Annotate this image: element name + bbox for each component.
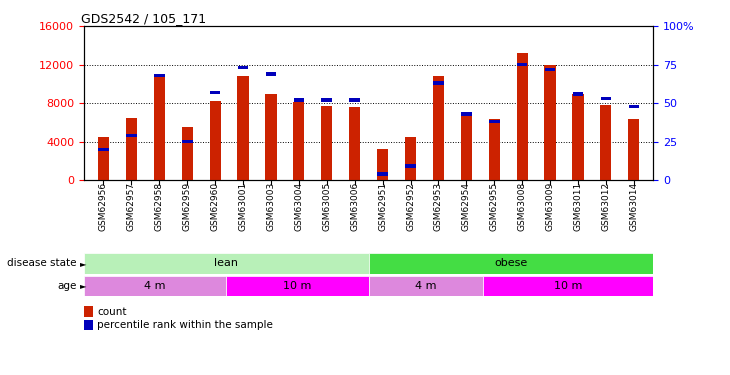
Bar (321, 98, 332, 102)
Bar (629, 105, 639, 108)
Bar (601, 97, 611, 100)
Bar (226, 276, 369, 296)
Bar (266, 72, 276, 76)
Bar (377, 149, 388, 180)
Bar (377, 172, 388, 176)
Bar (350, 98, 360, 102)
Bar (600, 105, 612, 180)
Text: count: count (97, 307, 126, 316)
Text: GSM63005: GSM63005 (322, 182, 331, 231)
Text: ►: ► (80, 259, 87, 268)
Bar (84, 276, 226, 296)
Bar (210, 91, 220, 94)
Bar (369, 276, 483, 296)
Bar (545, 64, 556, 180)
Bar (126, 117, 137, 180)
Text: lean: lean (215, 258, 238, 268)
Bar (321, 106, 332, 180)
Text: GSM63012: GSM63012 (602, 182, 610, 231)
Bar (517, 63, 528, 66)
Bar (182, 127, 193, 180)
Bar (405, 165, 416, 168)
Text: percentile rank within the sample: percentile rank within the sample (97, 320, 273, 330)
Text: 10 m: 10 m (283, 281, 312, 291)
Bar (98, 137, 109, 180)
Text: age: age (57, 281, 77, 291)
Bar (293, 98, 304, 102)
Bar (572, 93, 583, 180)
Bar (154, 74, 165, 77)
Bar (433, 76, 444, 180)
Text: GSM63011: GSM63011 (574, 182, 583, 231)
Text: GSM63003: GSM63003 (266, 182, 275, 231)
Text: GSM62957: GSM62957 (127, 182, 136, 231)
Bar (154, 74, 165, 180)
Text: GSM63004: GSM63004 (294, 182, 304, 231)
Bar (433, 81, 444, 85)
Bar (126, 134, 137, 137)
Bar (237, 76, 249, 180)
Bar (483, 276, 653, 296)
Text: GDS2542 / 105_171: GDS2542 / 105_171 (81, 12, 207, 25)
Bar (405, 137, 416, 180)
Text: 4 m: 4 m (145, 281, 166, 291)
Bar (629, 118, 639, 180)
Text: GSM62959: GSM62959 (182, 182, 192, 231)
Bar (84, 253, 369, 274)
Bar (461, 114, 472, 180)
Text: 10 m: 10 m (554, 281, 582, 291)
Bar (489, 120, 499, 123)
Bar (461, 112, 472, 116)
Bar (99, 148, 109, 151)
Text: GSM62955: GSM62955 (490, 182, 499, 231)
Text: obese: obese (494, 258, 528, 268)
Bar (238, 66, 248, 69)
Text: ►: ► (80, 281, 87, 290)
Text: GSM63006: GSM63006 (350, 182, 359, 231)
Bar (266, 93, 277, 180)
Bar (572, 92, 583, 96)
Bar (349, 107, 361, 180)
Bar (369, 253, 653, 274)
Bar (182, 140, 193, 143)
Text: GSM62954: GSM62954 (462, 182, 471, 231)
Text: 4 m: 4 m (415, 281, 437, 291)
Text: GSM63008: GSM63008 (518, 182, 526, 231)
Text: GSM62953: GSM62953 (434, 182, 443, 231)
Bar (517, 53, 528, 180)
Bar (488, 120, 500, 180)
Bar (545, 68, 556, 71)
Text: GSM63009: GSM63009 (545, 182, 555, 231)
Bar (293, 102, 304, 180)
Bar (210, 101, 220, 180)
Text: GSM62958: GSM62958 (155, 182, 164, 231)
Text: GSM63014: GSM63014 (629, 182, 638, 231)
Text: GSM62951: GSM62951 (378, 182, 387, 231)
Text: GSM62952: GSM62952 (406, 182, 415, 231)
Text: GSM62956: GSM62956 (99, 182, 108, 231)
Text: GSM63001: GSM63001 (239, 182, 247, 231)
Text: disease state: disease state (7, 258, 77, 268)
Text: GSM62960: GSM62960 (211, 182, 220, 231)
